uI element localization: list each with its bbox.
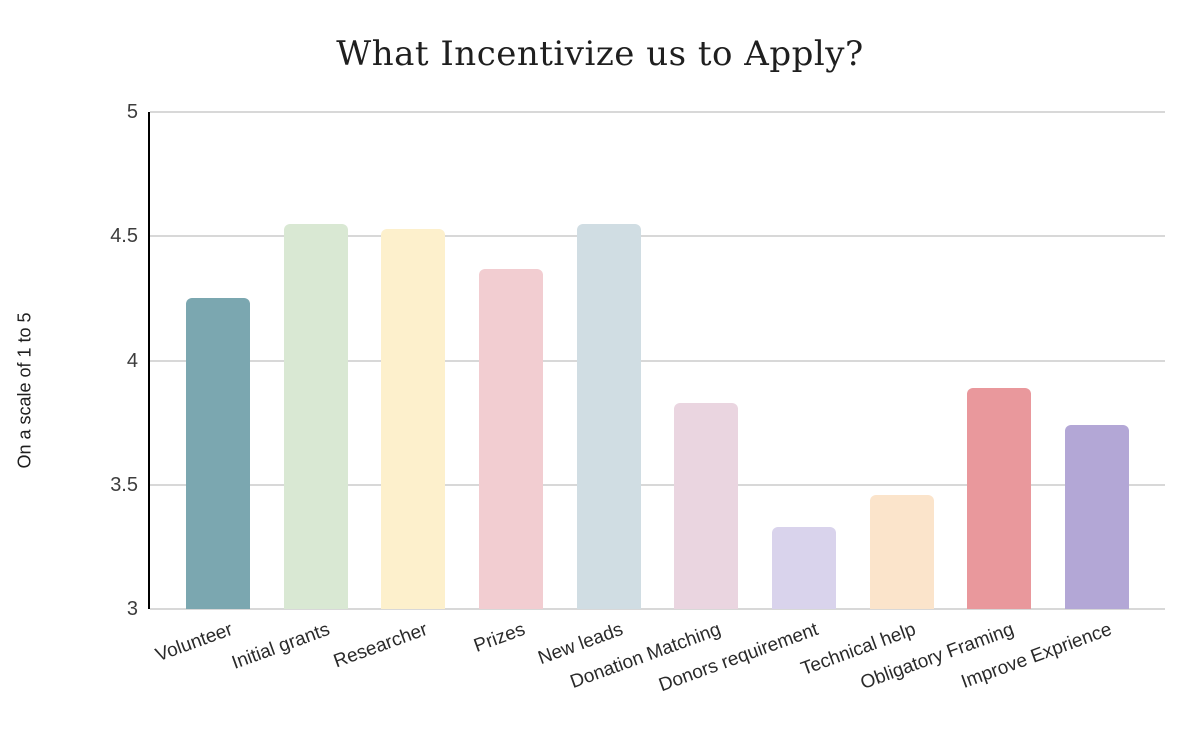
gridline-y-4: [150, 359, 1165, 362]
plot-area: 3 3.5 4 4.5 5 Volunteer Initial grants Research…: [110, 101, 1165, 696]
y-tick-label-4: 4: [126, 349, 138, 372]
bar-obligatory-framing[interactable]: [967, 387, 1032, 609]
bar-volunteer[interactable]: [185, 298, 250, 609]
x-tick-label-initial-grants: Initial grants: [229, 619, 333, 674]
bar-donors-requirement[interactable]: [772, 527, 837, 609]
gridline-y-4.5: [150, 235, 1165, 238]
bar-new-leads[interactable]: [576, 223, 641, 609]
y-axis-title: On a scale of 1 to 5: [14, 311, 35, 469]
bar-researcher[interactable]: [381, 228, 446, 609]
gridline-y-3: [150, 608, 1165, 610]
bar-improve-exprience[interactable]: [1065, 425, 1130, 609]
y-tick-label-4.5: 4.5: [110, 225, 138, 248]
y-tick-label-5: 5: [126, 101, 138, 123]
x-tick-label-volunteer: Volunteer: [152, 619, 236, 667]
bar-technical-help[interactable]: [869, 494, 934, 609]
gridline-y-3.5: [150, 483, 1165, 486]
x-tick-label-prizes: Prizes: [471, 619, 529, 657]
bar-prizes[interactable]: [478, 268, 543, 609]
bar-donation-matching[interactable]: [674, 402, 739, 609]
y-tick-label-3: 3: [126, 598, 138, 620]
y-tick-label-3.5: 3.5: [110, 473, 138, 496]
gridline-y-5: [150, 111, 1165, 113]
chart-title: What Incentivize us to Apply?: [336, 34, 864, 74]
bar-initial-grants[interactable]: [283, 223, 348, 609]
x-tick-label-researcher: Researcher: [330, 619, 431, 673]
y-axis-title-container: On a scale of 1 to 5: [10, 130, 40, 650]
